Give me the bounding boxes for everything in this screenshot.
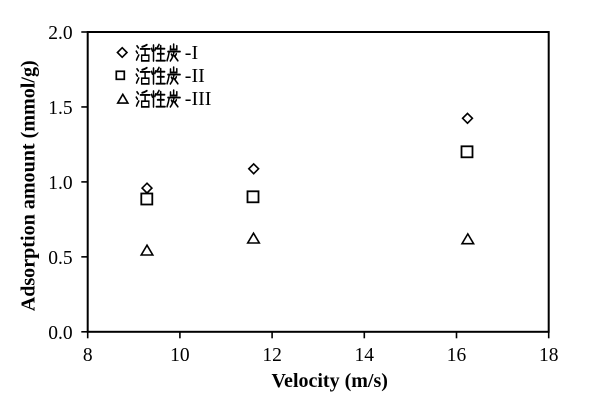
- svg-text:-I: -I: [185, 42, 198, 64]
- svg-text:Adsorption amount (mmol/g): Adsorption amount (mmol/g): [18, 60, 40, 311]
- svg-text:-II: -II: [185, 65, 205, 87]
- svg-text:0.0: 0.0: [48, 323, 72, 344]
- svg-text:18: 18: [539, 345, 559, 366]
- svg-text:1.5: 1.5: [48, 98, 72, 119]
- svg-text:8: 8: [83, 345, 93, 366]
- svg-text:0.5: 0.5: [48, 248, 72, 269]
- svg-text:Velocity (m/s): Velocity (m/s): [271, 370, 387, 392]
- svg-text:12: 12: [262, 345, 282, 366]
- svg-text:14: 14: [355, 345, 375, 366]
- svg-text:2.0: 2.0: [48, 23, 72, 44]
- svg-text:1.0: 1.0: [48, 173, 72, 194]
- svg-text:16: 16: [447, 345, 467, 366]
- svg-text:-III: -III: [185, 88, 212, 110]
- svg-text:10: 10: [170, 345, 190, 366]
